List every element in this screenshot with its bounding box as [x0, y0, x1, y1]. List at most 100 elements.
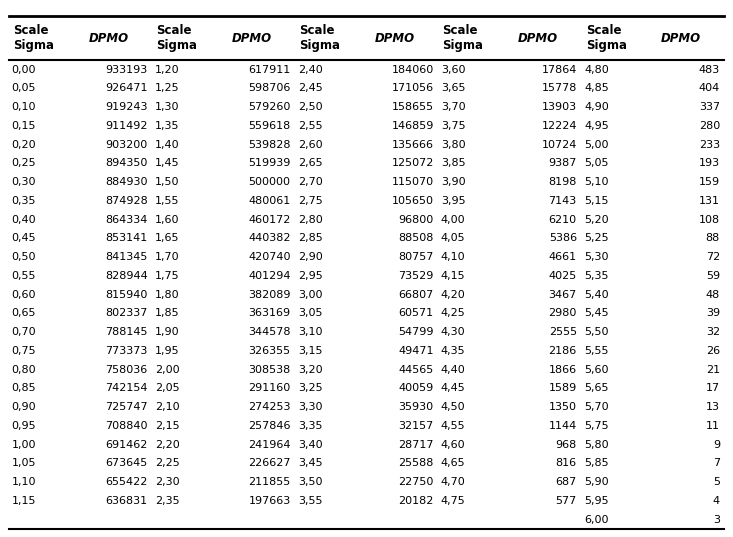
Text: 13903: 13903: [542, 102, 577, 112]
Text: 0,95: 0,95: [12, 421, 36, 431]
Text: 1,90: 1,90: [155, 327, 180, 337]
Text: 3,75: 3,75: [441, 121, 465, 131]
Text: 3,35: 3,35: [298, 421, 323, 431]
Text: 0,40: 0,40: [12, 215, 36, 224]
Text: 401294: 401294: [248, 271, 291, 281]
Text: 233: 233: [699, 140, 720, 149]
Text: 146859: 146859: [391, 121, 434, 131]
Text: 0,65: 0,65: [12, 308, 36, 318]
Text: 5,55: 5,55: [584, 346, 608, 356]
Text: 49471: 49471: [398, 346, 434, 356]
Text: 2,30: 2,30: [155, 477, 180, 487]
Text: 4,70: 4,70: [441, 477, 465, 487]
Text: 673645: 673645: [106, 458, 147, 468]
Text: 5,25: 5,25: [584, 233, 608, 243]
Text: 4,00: 4,00: [441, 215, 465, 224]
Text: 5,65: 5,65: [584, 383, 608, 393]
Text: 0,70: 0,70: [12, 327, 36, 337]
Text: 1,00: 1,00: [12, 440, 36, 449]
Text: 404: 404: [699, 83, 720, 93]
Text: 500000: 500000: [248, 177, 291, 187]
Text: 5,85: 5,85: [584, 458, 608, 468]
Text: Scale
Sigma: Scale Sigma: [443, 24, 484, 52]
Text: 3467: 3467: [548, 289, 577, 300]
Text: 40059: 40059: [399, 383, 434, 393]
Text: 2555: 2555: [549, 327, 577, 337]
Text: 11: 11: [706, 421, 720, 431]
Text: 241964: 241964: [248, 440, 291, 449]
Text: 5386: 5386: [549, 233, 577, 243]
Text: 1,35: 1,35: [155, 121, 180, 131]
Text: 0,05: 0,05: [12, 83, 36, 93]
Text: 0,55: 0,55: [12, 271, 36, 281]
Text: 5,20: 5,20: [584, 215, 608, 224]
Text: 274253: 274253: [248, 402, 291, 412]
Text: 1589: 1589: [548, 383, 577, 393]
Text: 3,60: 3,60: [441, 64, 465, 75]
Text: 0,45: 0,45: [12, 233, 36, 243]
Text: 4025: 4025: [548, 271, 577, 281]
Text: 5,40: 5,40: [584, 289, 608, 300]
Text: 1350: 1350: [549, 402, 577, 412]
Text: 4,30: 4,30: [441, 327, 465, 337]
Text: 1,20: 1,20: [155, 64, 180, 75]
Text: 0,30: 0,30: [12, 177, 36, 187]
Text: 874928: 874928: [105, 196, 147, 206]
Text: 363169: 363169: [248, 308, 291, 318]
Text: 1866: 1866: [549, 365, 577, 374]
Text: 0,75: 0,75: [12, 346, 36, 356]
Text: 1,10: 1,10: [12, 477, 36, 487]
Text: 420740: 420740: [248, 252, 291, 262]
Text: 483: 483: [699, 64, 720, 75]
Text: 4,25: 4,25: [441, 308, 465, 318]
Text: 2186: 2186: [548, 346, 577, 356]
Text: 7: 7: [712, 458, 720, 468]
Text: 773373: 773373: [106, 346, 147, 356]
Text: 0,35: 0,35: [12, 196, 36, 206]
Text: 1,15: 1,15: [12, 496, 36, 506]
Text: 0,90: 0,90: [12, 402, 36, 412]
Text: 3,80: 3,80: [441, 140, 465, 149]
Text: 6210: 6210: [549, 215, 577, 224]
Text: 5,15: 5,15: [584, 196, 608, 206]
Text: 911492: 911492: [105, 121, 147, 131]
Text: 5,80: 5,80: [584, 440, 608, 449]
Text: 80757: 80757: [398, 252, 434, 262]
Text: 257846: 257846: [248, 421, 291, 431]
Text: 4,80: 4,80: [584, 64, 608, 75]
Text: 5,75: 5,75: [584, 421, 608, 431]
Text: 32: 32: [706, 327, 720, 337]
Text: 193: 193: [699, 158, 720, 168]
Text: 2,85: 2,85: [298, 233, 323, 243]
Text: 4,55: 4,55: [441, 421, 465, 431]
Text: 105650: 105650: [391, 196, 434, 206]
Text: 2,35: 2,35: [155, 496, 180, 506]
Text: 919243: 919243: [105, 102, 147, 112]
Text: 4,35: 4,35: [441, 346, 465, 356]
Text: 3,20: 3,20: [298, 365, 323, 374]
Text: 4661: 4661: [549, 252, 577, 262]
Text: 54799: 54799: [398, 327, 434, 337]
Text: 2,45: 2,45: [298, 83, 323, 93]
Text: 184060: 184060: [391, 64, 434, 75]
Text: 577: 577: [556, 496, 577, 506]
Text: 17: 17: [706, 383, 720, 393]
Text: 853141: 853141: [106, 233, 147, 243]
Text: 20182: 20182: [398, 496, 434, 506]
Text: 59: 59: [706, 271, 720, 281]
Text: 5: 5: [713, 477, 720, 487]
Text: 3,95: 3,95: [441, 196, 465, 206]
Text: 3,70: 3,70: [441, 102, 465, 112]
Text: 88: 88: [706, 233, 720, 243]
Text: 2,20: 2,20: [155, 440, 180, 449]
Text: 5,70: 5,70: [584, 402, 608, 412]
Text: 708840: 708840: [105, 421, 147, 431]
Text: 26: 26: [706, 346, 720, 356]
Text: 4,15: 4,15: [441, 271, 465, 281]
Text: 2,50: 2,50: [298, 102, 323, 112]
Text: 3,10: 3,10: [298, 327, 323, 337]
Text: 72: 72: [706, 252, 720, 262]
Text: 3,15: 3,15: [298, 346, 323, 356]
Text: 3,25: 3,25: [298, 383, 323, 393]
Text: 0,80: 0,80: [12, 365, 36, 374]
